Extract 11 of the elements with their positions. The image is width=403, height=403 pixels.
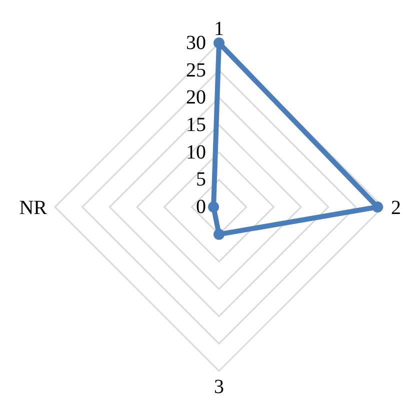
y-tick-label: 15 — [186, 114, 206, 136]
y-tick-label: 10 — [186, 141, 206, 164]
y-tick-label: 30 — [186, 32, 206, 54]
spoke-label: 1 — [214, 18, 224, 40]
y-tick-label: 5 — [196, 168, 206, 191]
y-tick-label: 25 — [186, 59, 206, 82]
spoke-label: 2 — [391, 197, 401, 220]
y-tick-label: 0 — [196, 196, 206, 218]
spoke-label: NR — [19, 197, 48, 220]
y-tick-label: 20 — [186, 86, 206, 109]
spoke-label: 3 — [214, 376, 224, 398]
